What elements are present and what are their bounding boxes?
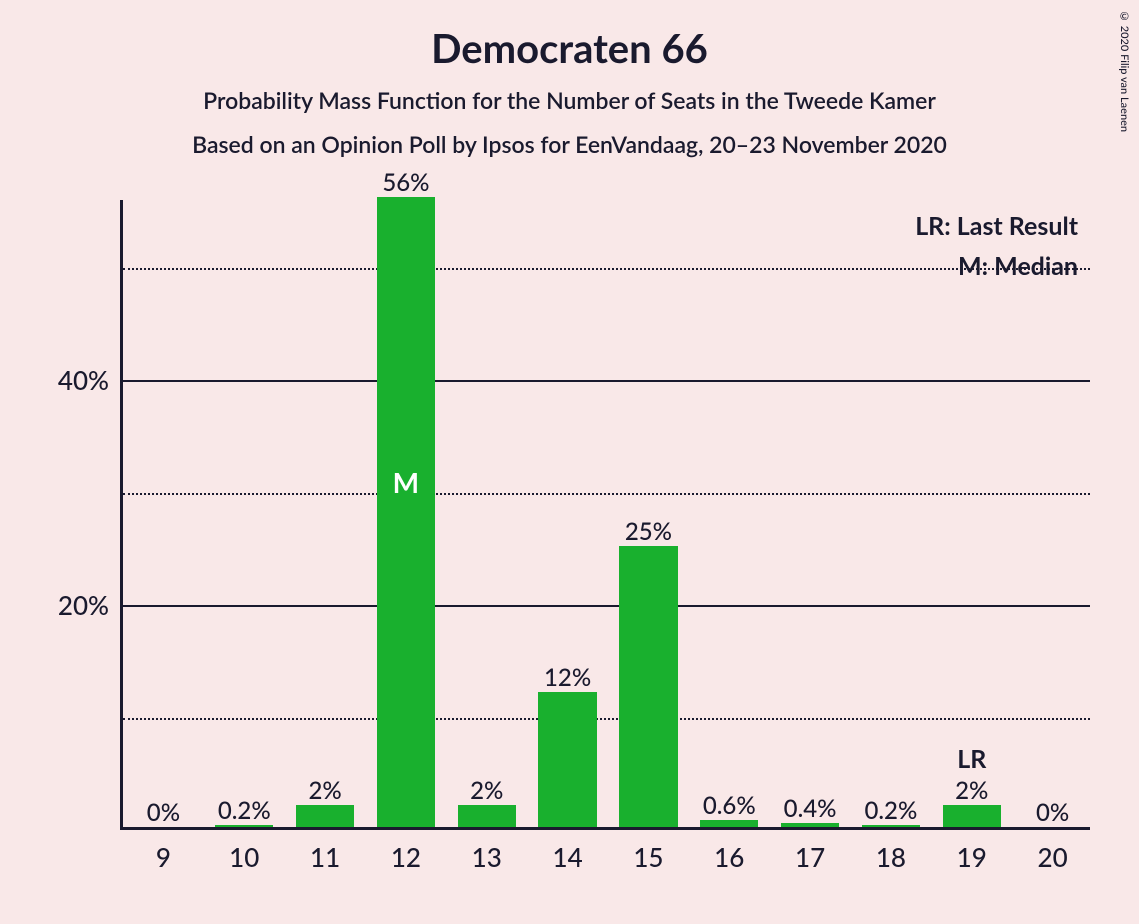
xtick-label: 13 [472, 841, 502, 873]
bar-value-label: 0.2% [864, 796, 917, 825]
plot-region: LR: Last Result M: Median 20%40%90%100.2… [120, 200, 1090, 830]
bar-value-label: 2% [955, 776, 988, 805]
xtick-label: 14 [552, 841, 582, 873]
bar [943, 805, 1001, 828]
bar-value-label: 2% [470, 776, 503, 805]
xtick-label: 20 [1037, 841, 1067, 873]
bar [458, 805, 516, 828]
gridline-minor [123, 268, 1090, 270]
bar [296, 805, 354, 828]
chart-subtitle: Probability Mass Function for the Number… [0, 72, 1139, 114]
chart-subtitle-2: Based on an Opinion Poll by Ipsos for Ee… [0, 114, 1139, 158]
xtick-label: 15 [633, 841, 663, 873]
xtick-label: 19 [957, 841, 987, 873]
xtick-label: 12 [391, 841, 421, 873]
gridline-major [123, 605, 1090, 607]
bar-value-label: 25% [625, 517, 672, 546]
lr-marker: LR [957, 744, 986, 774]
xtick-label: 9 [156, 841, 171, 873]
bar-value-label: 0.2% [218, 796, 271, 825]
xtick-label: 11 [310, 841, 340, 873]
legend: LR: Last Result M: Median [915, 206, 1078, 286]
xtick-label: 16 [714, 841, 744, 873]
bar [862, 825, 920, 827]
bar [215, 825, 273, 827]
bar [700, 820, 758, 827]
bar-value-label: 56% [382, 168, 429, 197]
bar [377, 197, 435, 827]
median-marker: M [393, 465, 419, 499]
bar [619, 546, 677, 827]
xtick-label: 10 [229, 841, 259, 873]
ytick-label: 20% [58, 589, 109, 621]
bar-value-label: 0% [147, 798, 180, 827]
bar [781, 823, 839, 828]
xtick-label: 17 [795, 841, 825, 873]
xtick-label: 18 [876, 841, 906, 873]
legend-lr: LR: Last Result [915, 206, 1078, 246]
bar-value-label: 12% [544, 663, 591, 692]
bar-value-label: 0.4% [784, 794, 837, 823]
chart-title: Democraten 66 [0, 0, 1139, 72]
gridline-minor [123, 718, 1090, 720]
bar [538, 692, 596, 827]
chart-area: LR: Last Result M: Median 20%40%90%100.2… [120, 200, 1090, 830]
bar-value-label: 0% [1036, 798, 1069, 827]
legend-m: M: Median [915, 246, 1078, 286]
ytick-label: 40% [58, 364, 109, 396]
bar-value-label: 0.6% [703, 791, 756, 820]
copyright-text: © 2020 Filip van Laenen [1118, 10, 1131, 132]
gridline-minor [123, 493, 1090, 495]
bar-value-label: 2% [308, 776, 341, 805]
gridline-major [123, 380, 1090, 382]
